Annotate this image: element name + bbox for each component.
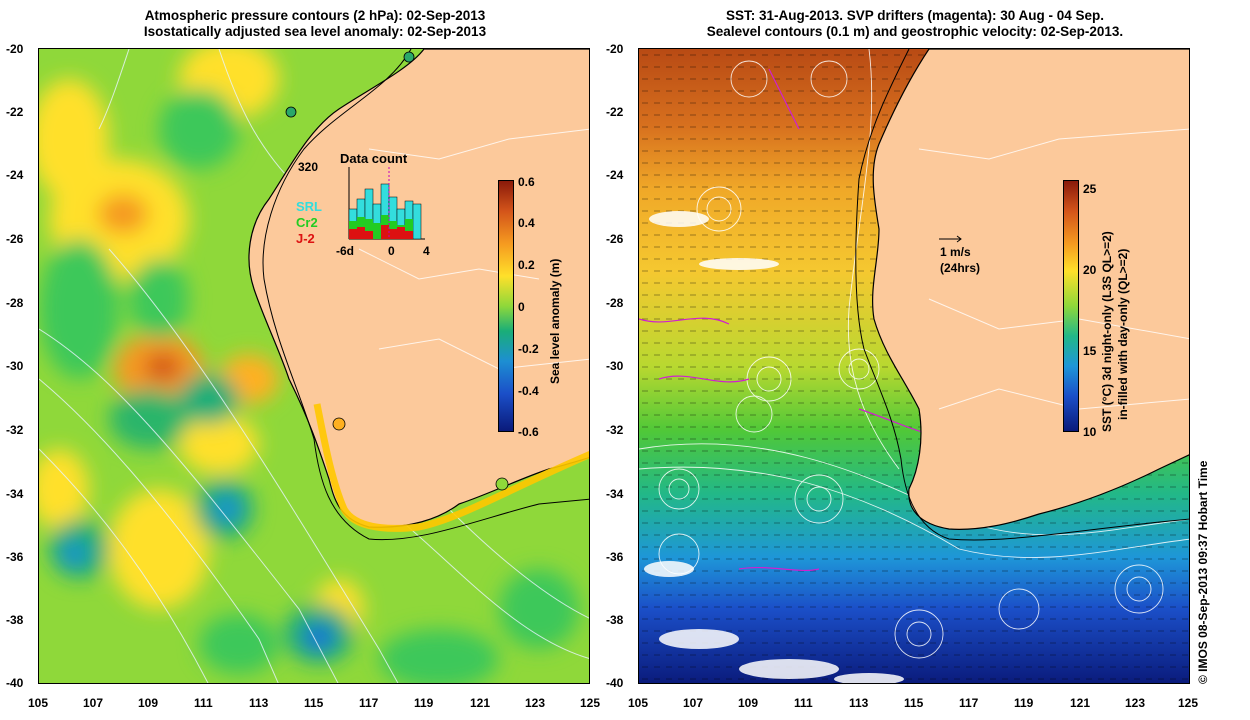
- left-map-title-line1: Atmospheric pressure contours (2 hPa): 0…: [144, 8, 486, 23]
- y-axis-label: -36: [606, 550, 624, 564]
- left-cbar-tick: 0.2: [518, 258, 535, 272]
- x-axis-label: 109: [738, 696, 759, 710]
- y-axis-label: -26: [6, 232, 24, 246]
- y-axis-label: -32: [6, 423, 24, 437]
- x-axis-label: 109: [138, 696, 159, 710]
- x-axis-label: 117: [959, 696, 979, 710]
- y-axis-label: -38: [606, 613, 624, 627]
- x-axis-label: 107: [683, 696, 704, 710]
- y-axis-label: -36: [6, 550, 24, 564]
- x-axis-label: 105: [628, 696, 649, 710]
- left-cbar-tick: -0.6: [518, 425, 539, 439]
- x-axis-label: 111: [194, 696, 213, 710]
- right-cbar-tick: 10: [1083, 425, 1097, 439]
- y-axis-label: -28: [6, 296, 24, 310]
- x-axis-label: 125: [1178, 696, 1199, 710]
- x-axis-label: 121: [1070, 696, 1091, 710]
- x-axis-label: 117: [359, 696, 379, 710]
- right-cbar-tick: 15: [1083, 344, 1097, 358]
- y-axis-label: -20: [6, 42, 24, 56]
- y-axis-label: -22: [6, 105, 24, 119]
- right-colorbar-label-line1: SST (°C) 3d night-only (L3S QL>=2): [1100, 231, 1114, 432]
- y-axis-label: -34: [606, 487, 624, 501]
- y-axis-label: -34: [6, 487, 24, 501]
- x-axis-label: 119: [414, 696, 434, 710]
- left-map-title-line2: Isostatically adjusted sea level anomaly…: [143, 24, 487, 39]
- inset-xtick-1: 0: [388, 244, 395, 258]
- y-axis-label: -22: [606, 105, 624, 119]
- y-axis-label: -40: [606, 676, 624, 690]
- left-cbar-tick: -0.4: [518, 384, 539, 398]
- left-cbar-tick: 0.4: [518, 216, 535, 230]
- right-sst-map[interactable]: [638, 48, 1190, 684]
- inset-title: Data count: [340, 151, 408, 166]
- x-axis-label: 123: [525, 696, 546, 710]
- x-axis-label: 107: [83, 696, 104, 710]
- inset-legend-srl: SRL: [296, 199, 322, 214]
- y-axis-label: -32: [606, 423, 624, 437]
- copyright-text: © IMOS 08-Sep-2013 09:37 Hobart Time: [1196, 460, 1210, 684]
- x-axis-label: 125: [580, 696, 601, 710]
- x-axis-label: 123: [1125, 696, 1146, 710]
- left-colorbar-label: Sea level anomaly (m): [548, 258, 562, 384]
- inset-xtick-2: 4: [423, 244, 430, 258]
- y-axis-label: -28: [606, 296, 624, 310]
- y-axis-label: -26: [606, 232, 624, 246]
- velocity-scale-label: 1 m/s: [940, 245, 971, 259]
- right-map-title-line2: Sealevel contours (0.1 m) and geostrophi…: [706, 24, 1124, 39]
- right-cbar-tick: 25: [1083, 182, 1097, 196]
- inset-max-count: 320: [298, 160, 319, 174]
- left-colorbar: [498, 180, 514, 432]
- x-axis-label: 113: [849, 696, 869, 710]
- data-count-inset: [348, 167, 425, 240]
- right-map-title-line1: SST: 31-Aug-2013. SVP drifters (magenta)…: [725, 8, 1105, 23]
- inset-legend-cr2: Cr2: [296, 215, 318, 230]
- inset-xtick-0: -6d: [336, 244, 354, 258]
- x-axis-label: 119: [1014, 696, 1034, 710]
- y-axis-label: -24: [606, 168, 624, 182]
- y-axis-label: -20: [606, 42, 624, 56]
- y-axis-label: -24: [6, 168, 24, 182]
- inset-legend-j2: J-2: [296, 231, 315, 246]
- right-cbar-tick: 20: [1083, 263, 1097, 277]
- left-cbar-tick: 0.6: [518, 175, 535, 189]
- right-colorbar: [1063, 180, 1079, 432]
- x-axis-label: 105: [28, 696, 49, 710]
- y-axis-label: -30: [6, 359, 24, 373]
- x-axis-label: 115: [304, 696, 324, 710]
- x-axis-label: 115: [904, 696, 924, 710]
- x-axis-label: 121: [470, 696, 491, 710]
- right-colorbar-label-line2: in-filled with day-only (QL>=2): [1116, 248, 1130, 420]
- x-axis-label: 113: [249, 696, 269, 710]
- left-cbar-tick: -0.2: [518, 342, 539, 356]
- x-axis-label: 111: [794, 696, 813, 710]
- left-cbar-tick: 0: [518, 300, 525, 314]
- y-axis-label: -30: [606, 359, 624, 373]
- y-axis-label: -40: [6, 676, 24, 690]
- velocity-scale-period: (24hrs): [940, 261, 981, 275]
- y-axis-label: -38: [6, 613, 24, 627]
